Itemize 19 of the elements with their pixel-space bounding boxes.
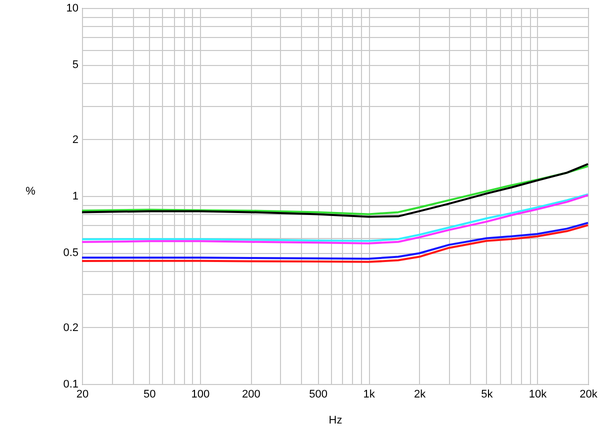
x-tick-label: 10k — [528, 388, 548, 400]
y-tick-label: 0.2 — [63, 322, 78, 334]
x-axis-title: Hz — [328, 414, 342, 426]
y-axis-title: % — [26, 186, 36, 198]
y-tick-label: 0.5 — [63, 247, 78, 260]
x-tick-label: 20 — [76, 388, 89, 400]
x-tick-label: 500 — [309, 388, 328, 400]
y-tick-label: 2 — [72, 134, 78, 146]
x-tick-label: 100 — [191, 388, 210, 400]
x-tick-label: 200 — [242, 388, 260, 400]
x-tick-label: 5k — [481, 388, 494, 400]
y-tick-label: 10 — [66, 2, 78, 14]
x-tick-label: 20k — [580, 388, 598, 400]
x-tick-label: 1k — [363, 388, 376, 400]
y-tick-label: 1 — [72, 190, 78, 202]
x-tick-label: 2k — [414, 388, 426, 400]
x-tick-label: 50 — [143, 388, 156, 400]
y-tick-label: 5 — [72, 59, 78, 72]
y-tick-label: 0.1 — [63, 378, 78, 390]
